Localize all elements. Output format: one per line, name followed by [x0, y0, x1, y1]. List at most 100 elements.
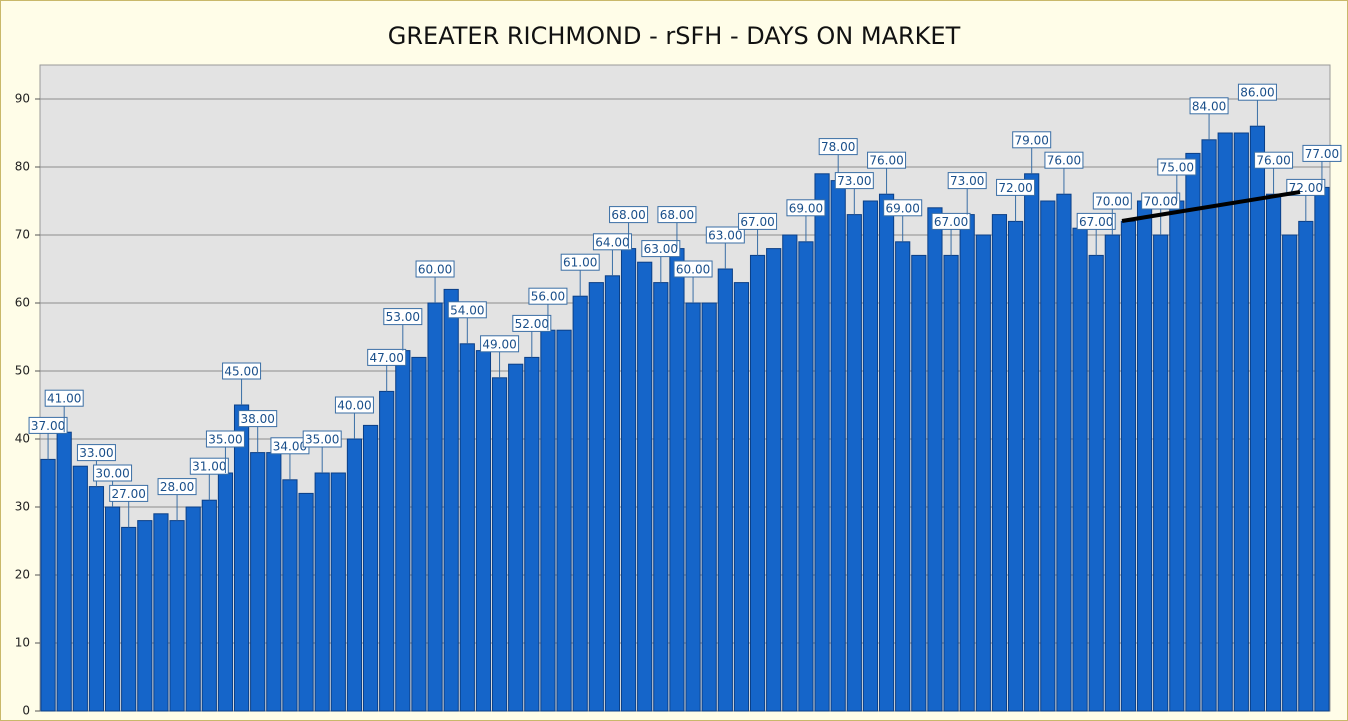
- value-label: 73.00: [837, 174, 871, 188]
- bar: [1088, 254, 1104, 712]
- bar: [233, 404, 250, 712]
- bar: [153, 513, 169, 712]
- bar: [298, 492, 314, 712]
- label-box: [28, 416, 68, 434]
- bar: [1265, 193, 1282, 712]
- value-label: 40.00: [337, 399, 371, 413]
- bar: [1169, 200, 1185, 712]
- bar: [411, 356, 427, 712]
- bar: [1298, 220, 1314, 712]
- label-box: [512, 314, 552, 332]
- bar: [588, 282, 604, 712]
- value-label: 72.00: [998, 181, 1032, 195]
- bar: [991, 214, 1008, 712]
- value-label: 33.00: [79, 446, 113, 460]
- value-label: 63.00: [644, 242, 678, 256]
- bar: [1314, 186, 1330, 712]
- bar: [217, 472, 234, 712]
- value-label: 70.00: [1095, 195, 1129, 209]
- value-label: 56.00: [531, 290, 565, 304]
- label-box: [657, 206, 697, 224]
- value-label: 54.00: [450, 303, 484, 317]
- label-box: [738, 212, 778, 230]
- y-tick-label: 90: [15, 92, 30, 106]
- label-box: [592, 233, 632, 251]
- bar: [314, 472, 330, 712]
- bar: [1056, 193, 1072, 712]
- label-box: [867, 151, 907, 169]
- label-box: [93, 464, 133, 482]
- value-label: 64.00: [595, 235, 629, 249]
- bar: [1185, 152, 1201, 712]
- bar: [637, 261, 653, 712]
- label-box: [302, 430, 342, 448]
- label-box: [947, 172, 987, 190]
- bar: [653, 282, 669, 712]
- label-box: [560, 253, 600, 271]
- bar: [1153, 234, 1169, 712]
- label-box: [673, 260, 713, 278]
- bar: [443, 288, 459, 712]
- bar: [862, 200, 879, 712]
- value-label: 69.00: [789, 201, 823, 215]
- label-box: [1044, 151, 1084, 169]
- value-label: 67.00: [740, 215, 774, 229]
- bar: [88, 486, 105, 712]
- y-tick-label: 60: [15, 296, 30, 310]
- y-tick-label: 20: [15, 568, 30, 582]
- bar: [717, 268, 733, 712]
- bar: [121, 526, 137, 712]
- bar: [911, 254, 927, 712]
- value-label: 86.00: [1240, 86, 1274, 100]
- bar: [524, 356, 540, 712]
- label-box: [834, 172, 874, 190]
- bar: [459, 343, 475, 712]
- y-tick-label: 80: [15, 160, 30, 174]
- value-label: 68.00: [660, 208, 694, 222]
- bar: [766, 248, 782, 712]
- label-box: [641, 240, 681, 258]
- value-label: 60.00: [676, 263, 710, 277]
- bar: [749, 254, 766, 712]
- value-label: 67.00: [934, 215, 968, 229]
- bar: [40, 458, 56, 712]
- bar: [72, 465, 88, 712]
- value-label: 35.00: [305, 433, 339, 447]
- bar: [508, 363, 524, 712]
- label-box: [1237, 83, 1277, 101]
- value-label: 75.00: [1160, 161, 1194, 175]
- bar: [975, 234, 991, 712]
- value-label: 31.00: [192, 460, 226, 474]
- bar: [1120, 220, 1137, 712]
- label-box: [157, 478, 197, 496]
- value-label: 38.00: [241, 412, 275, 426]
- bar: [1282, 234, 1298, 712]
- value-label: 47.00: [370, 351, 404, 365]
- y-tick-label: 50: [15, 364, 30, 378]
- bar: [878, 193, 895, 712]
- y-tick-label: 0: [22, 704, 30, 718]
- chart-title: GREATER RICHMOND - rSFH - DAYS ON MARKET: [388, 22, 961, 50]
- value-label: 30.00: [95, 467, 129, 481]
- value-label: 67.00: [1079, 215, 1113, 229]
- bar: [427, 302, 443, 712]
- y-tick-label: 70: [15, 228, 30, 242]
- value-label: 68.00: [611, 208, 645, 222]
- label-box: [1012, 131, 1052, 149]
- y-tick-label: 40: [15, 432, 30, 446]
- bar: [620, 248, 637, 712]
- value-label: 73.00: [950, 174, 984, 188]
- bar: [395, 350, 411, 712]
- y-tick-label: 10: [15, 636, 30, 650]
- label-box: [528, 287, 568, 305]
- bar: [137, 520, 153, 712]
- label-box: [1189, 97, 1229, 115]
- value-label: 27.00: [112, 487, 146, 501]
- value-label: 52.00: [515, 317, 549, 331]
- value-label: 69.00: [886, 201, 920, 215]
- y-tick-label: 30: [15, 500, 30, 514]
- plot-area: [39, 64, 1331, 712]
- bar: [201, 499, 217, 712]
- bar: [895, 241, 911, 712]
